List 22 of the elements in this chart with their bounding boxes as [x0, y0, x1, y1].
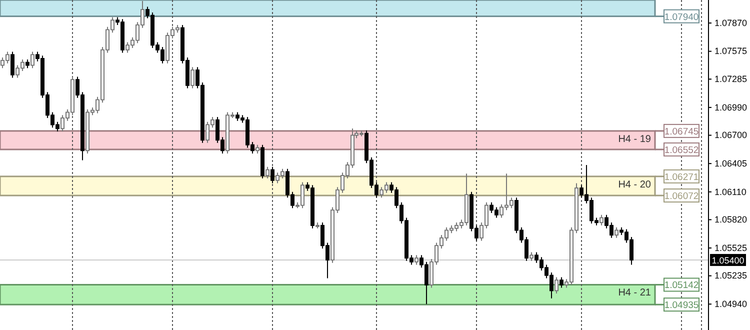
- y-tick-label: 1.06110: [714, 186, 746, 197]
- annotation: 1.07940: [664, 12, 699, 23]
- y-tick-label: 1.06700: [714, 130, 748, 140]
- band-label: H4 - 19: [618, 134, 652, 145]
- y-tick-label: 1.05820: [714, 214, 748, 225]
- annotation: 1.06072: [664, 191, 699, 202]
- y-tick-label: 1.07575: [714, 46, 748, 56]
- y-tick-label: 1.04940: [714, 298, 748, 309]
- ref-line-label: 1.05400: [712, 255, 744, 266]
- y-tick-label: 1.06990: [714, 102, 748, 112]
- annotation: 1.06745: [664, 126, 699, 138]
- y-tick-label: 1.07870: [714, 18, 748, 28]
- annotation: 1.05142: [664, 280, 699, 292]
- annotation: 1.06552: [664, 144, 699, 156]
- band-label: H4 - 20: [618, 179, 652, 190]
- y-tick-label: 1.06405: [714, 158, 748, 168]
- annotation: 1.04935: [664, 300, 699, 312]
- y-tick-label: 1.05525: [714, 242, 748, 253]
- y-tick-label: 1.07285: [714, 74, 748, 84]
- annotation: 1.06271: [664, 172, 699, 183]
- band-label: H4 - 21: [618, 288, 652, 299]
- y-tick-label: 1.05235: [714, 270, 748, 281]
